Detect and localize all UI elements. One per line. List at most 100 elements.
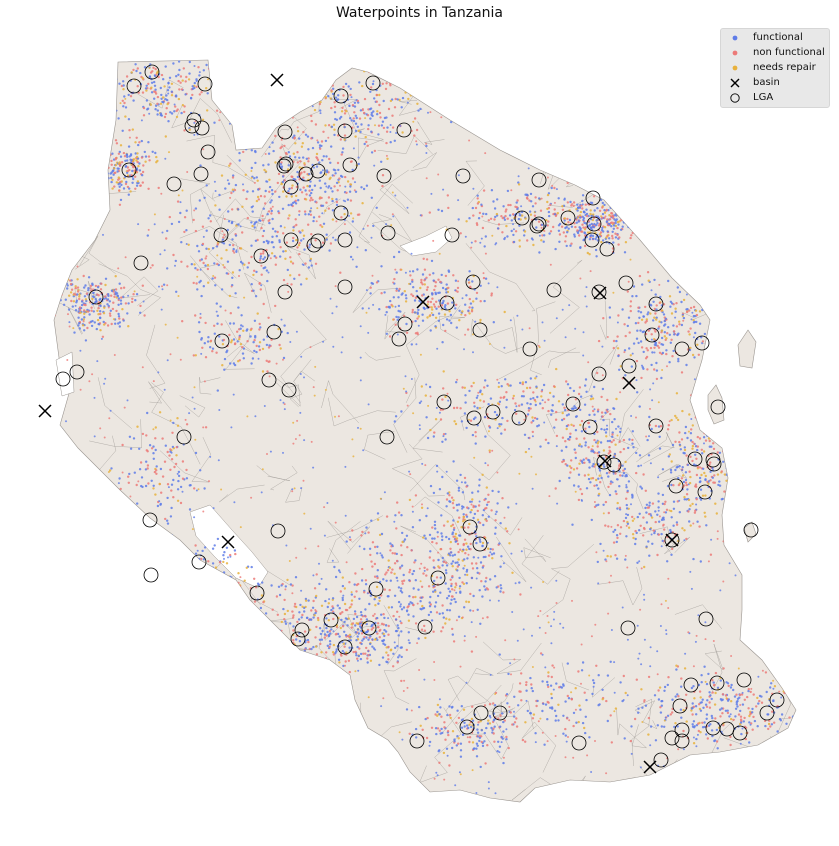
waterpoint-dot: [159, 502, 162, 506]
waterpoint-dot: [700, 473, 703, 477]
waterpoint-dot: [49, 286, 51, 288]
waterpoint-dot: [102, 320, 105, 324]
waterpoint-dot: [416, 317, 419, 320]
waterpoint-dot: [469, 419, 473, 422]
waterpoint-dot: [412, 74, 416, 78]
waterpoint-dot: [461, 310, 464, 313]
waterpoint-dot: [536, 417, 539, 421]
waterpoint-dot: [463, 412, 467, 415]
waterpoint-dot: [153, 97, 156, 100]
waterpoint-dot: [239, 343, 243, 346]
waterpoint-dot: [452, 460, 455, 463]
waterpoint-dot: [522, 395, 525, 398]
waterpoint-dot: [639, 329, 642, 332]
waterpoint-dot: [436, 531, 439, 534]
waterpoint-dot: [324, 599, 327, 603]
waterpoint-dot: [310, 114, 313, 118]
waterpoint-dot: [725, 510, 728, 513]
waterpoint-dot: [361, 307, 364, 310]
waterpoint-dot: [706, 737, 709, 740]
waterpoint-dot: [481, 541, 485, 545]
waterpoint-dot: [607, 525, 610, 528]
waterpoint-dot: [82, 318, 86, 321]
waterpoint-dot: [331, 605, 334, 608]
waterpoint-dot: [627, 316, 631, 319]
waterpoint-dot: [254, 295, 258, 298]
waterpoint-dot: [758, 699, 761, 703]
waterpoint-dot: [319, 642, 322, 646]
waterpoint-dot: [306, 135, 310, 138]
waterpoint-dot: [260, 226, 263, 230]
district-boundary: [201, 755, 271, 787]
waterpoint-dot: [340, 110, 344, 113]
waterpoint-dot: [432, 272, 435, 275]
waterpoint-dot: [253, 349, 256, 353]
district-boundary: [440, 684, 502, 735]
waterpoint-dot: [211, 589, 214, 592]
waterpoint-dot: [583, 403, 587, 406]
waterpoint-dot: [310, 137, 313, 140]
waterpoint-dot: [345, 191, 348, 194]
waterpoint-dot: [149, 103, 152, 107]
waterpoint-dot: [350, 626, 353, 629]
waterpoint-dot: [546, 224, 549, 227]
waterpoint-dot: [166, 450, 169, 454]
waterpoint-dot: [174, 56, 176, 58]
district-boundary: [99, 563, 131, 609]
waterpoint-dot: [464, 481, 467, 484]
waterpoint-dot: [459, 742, 463, 745]
waterpoint-dot: [319, 100, 322, 104]
waterpoint-dot: [574, 398, 578, 401]
waterpoint-dot: [791, 726, 794, 729]
waterpoint-dot: [262, 338, 265, 341]
waterpoint-dot: [454, 279, 458, 282]
waterpoint-dot: [680, 677, 683, 680]
waterpoint-dot: [558, 686, 561, 689]
waterpoint-dot: [603, 209, 606, 212]
waterpoint-dot: [262, 207, 265, 210]
waterpoint-dot: [684, 431, 687, 435]
waterpoint-dot: [357, 129, 360, 133]
waterpoint-dot: [151, 572, 155, 576]
waterpoint-dot: [776, 730, 779, 733]
district-boundary: [54, 703, 86, 788]
waterpoint-dot: [289, 274, 292, 277]
waterpoint-dot: [448, 500, 451, 503]
waterpoint-dot: [180, 241, 183, 244]
waterpoint-dot: [541, 407, 544, 410]
waterpoint-dot: [308, 194, 312, 197]
waterpoint-dot: [751, 711, 754, 714]
waterpoint-dot: [251, 635, 254, 639]
waterpoint-dot: [385, 579, 388, 582]
waterpoint-dot: [296, 620, 299, 624]
waterpoint-dot: [647, 454, 651, 457]
waterpoint-dot: [165, 237, 168, 240]
waterpoint-dot: [181, 104, 185, 107]
waterpoint-dot: [333, 101, 336, 104]
waterpoint-dot: [683, 446, 686, 449]
waterpoint-dot: [307, 148, 310, 151]
waterpoint-dot: [674, 695, 677, 698]
waterpoint-dot: [463, 526, 466, 529]
waterpoint-dot: [581, 199, 584, 203]
waterpoint-dot: [606, 398, 609, 402]
waterpoint-dot: [185, 229, 188, 232]
waterpoint-dot: [376, 545, 379, 548]
waterpoint-dot: [505, 398, 508, 401]
waterpoint-dot: [432, 566, 436, 569]
waterpoint-dot: [441, 538, 444, 542]
waterpoint-dot: [400, 591, 404, 594]
waterpoint-dot: [126, 169, 130, 173]
waterpoint-dot: [630, 365, 633, 368]
waterpoint-dot: [532, 243, 535, 247]
waterpoint-dot: [155, 161, 158, 164]
waterpoint-dot: [446, 194, 449, 197]
waterpoint-dot: [683, 529, 686, 532]
waterpoint-dot: [649, 725, 653, 728]
waterpoint-dot: [654, 341, 657, 345]
waterpoint-dot: [463, 538, 467, 541]
waterpoint-dot: [458, 585, 462, 588]
waterpoint-dot: [152, 484, 155, 487]
waterpoint-dot: [55, 300, 58, 303]
waterpoint-dot: [400, 564, 404, 567]
